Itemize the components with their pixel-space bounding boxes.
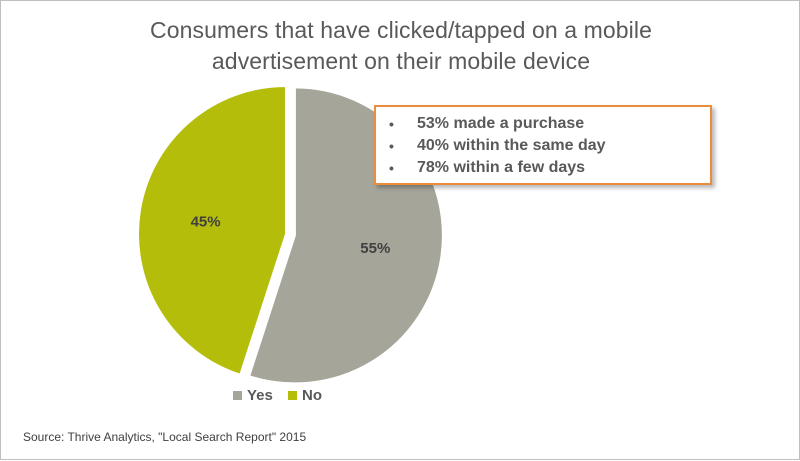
chart-title-line-2: advertisement on their mobile device xyxy=(211,48,591,74)
callout-item-text: 53% made a purchase xyxy=(417,115,585,132)
pie-slice-no xyxy=(137,84,287,377)
legend-swatch-yes xyxy=(233,390,242,400)
legend-item-yes: Yes xyxy=(233,385,273,407)
legend-label-no: No xyxy=(302,387,322,404)
bullet-icon: • xyxy=(389,138,394,154)
legend-swatch-no xyxy=(288,390,297,400)
legend-item-no: No xyxy=(288,385,322,407)
chart-title: Consumers that have clicked/tapped on a … xyxy=(1,15,800,77)
callout-item: • 40% within the same day xyxy=(376,135,710,157)
bullet-icon: • xyxy=(389,116,394,132)
data-label-yes: 55% xyxy=(360,240,390,257)
bullet-icon: • xyxy=(389,160,394,176)
callout-item-text: 78% within a few days xyxy=(417,159,586,176)
data-label-no: 45% xyxy=(191,213,221,230)
callout-item-text: 40% within the same day xyxy=(417,137,606,154)
callout-box: • 53% made a purchase • 40% within the s… xyxy=(374,105,712,185)
callout-item: • 78% within a few days xyxy=(376,157,710,179)
legend-label-yes: Yes xyxy=(247,387,273,404)
callout-item: • 53% made a purchase xyxy=(376,113,710,135)
chart-title-line-1: Consumers that have clicked/tapped on a … xyxy=(150,17,652,43)
source-note: Source: Thrive Analytics, "Local Search … xyxy=(23,430,307,444)
